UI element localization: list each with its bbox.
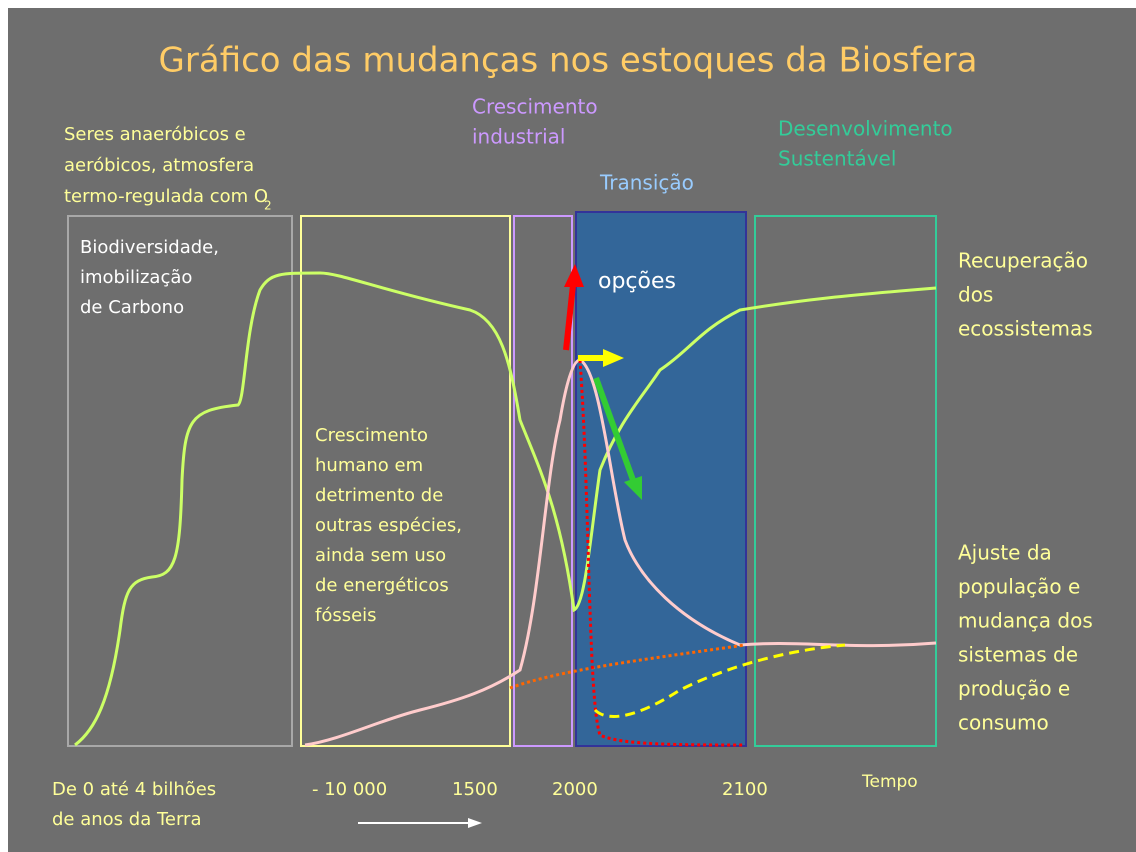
axis-label: Tempo: [861, 772, 918, 792]
label-line: mudança dos: [958, 609, 1093, 633]
label-line: ainda sem uso: [315, 545, 446, 566]
dashed-curve: [593, 643, 846, 718]
time-mark: 1500: [452, 779, 498, 800]
label-line: fósseis: [315, 605, 377, 626]
label-line: sistemas de: [958, 643, 1078, 667]
label-line: Biodiversidade,: [80, 237, 219, 258]
label-line: imobilização: [80, 267, 192, 288]
time-arrow-head: [468, 818, 482, 828]
label-line: produção e: [958, 677, 1070, 701]
label-line: industrial: [472, 125, 565, 149]
label-subscript: 2: [264, 199, 272, 213]
slide-title: Gráfico das mudanças nos estoques da Bio…: [159, 41, 978, 81]
dotted-curve: [509, 643, 746, 690]
time-mark: 2100: [722, 779, 768, 800]
label-line: Recuperação: [958, 249, 1088, 273]
label-line: ecossistemas: [958, 317, 1093, 341]
label-line: outras espécies,: [315, 515, 462, 536]
label-line: aeróbicos, atmosfera: [64, 155, 254, 176]
label-line: Seres anaeróbicos e: [64, 124, 246, 145]
label-line: humano em: [315, 455, 423, 476]
time-mark: - 10 000: [312, 779, 387, 800]
label-line: dos: [958, 283, 993, 307]
label-line: Ajuste da: [958, 541, 1052, 565]
era-box: [300, 215, 511, 747]
label: Transição: [599, 171, 694, 195]
label: opções: [598, 269, 676, 294]
label-line: termo-regulada com O: [64, 186, 268, 207]
label-line: consumo: [958, 711, 1049, 735]
label-line: de energéticos: [315, 575, 449, 596]
time-mark: 2000: [552, 779, 598, 800]
biosphere-curve: [74, 271, 937, 747]
dotted-curve: [578, 359, 746, 747]
label-line: Crescimento: [472, 95, 598, 119]
label-line: de anos da Terra: [52, 809, 201, 830]
transition-box: [575, 211, 747, 747]
option-arrows: [563, 264, 642, 500]
label-line: Sustentável: [778, 147, 896, 171]
label-line: detrimento de: [315, 485, 443, 506]
label-line: Desenvolvimento: [778, 117, 953, 141]
era-box: [754, 215, 937, 747]
era-box: [67, 215, 293, 747]
era-box: [513, 215, 573, 747]
label-line: de Carbono: [80, 297, 184, 318]
label-line: Crescimento: [315, 425, 428, 446]
label-line: população e: [958, 575, 1080, 599]
label-line: De 0 até 4 bilhões: [52, 779, 216, 800]
